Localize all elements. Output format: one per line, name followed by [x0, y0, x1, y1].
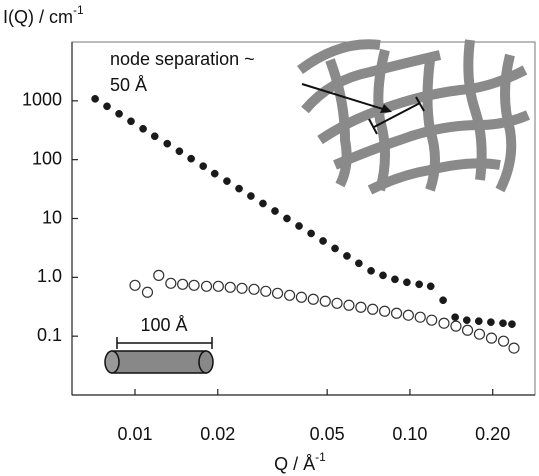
y-axis-label: I(Q) / cm-1 — [3, 3, 84, 27]
x-axis-label-sup: -1 — [315, 450, 326, 464]
x-tick-label: 0.20 — [475, 424, 510, 444]
open-point — [461, 324, 474, 336]
filled-point — [343, 252, 351, 260]
open-point — [212, 280, 224, 292]
filled-point — [439, 296, 447, 305]
open-point — [485, 332, 498, 344]
y-tick-label: 1.0 — [37, 266, 62, 286]
filled-point — [210, 169, 219, 178]
open-point — [153, 269, 165, 281]
filled-point — [139, 124, 147, 133]
open-point — [200, 280, 213, 292]
annotation: node separation ~ — [110, 49, 255, 69]
filled-point — [451, 313, 459, 322]
open-point — [508, 342, 520, 354]
open-point — [367, 303, 379, 315]
open-point — [141, 286, 154, 298]
y-axis-label-text: I(Q) / cm — [3, 7, 73, 27]
filled-point — [127, 117, 135, 126]
x-axis-label-text: Q / Å — [274, 454, 315, 474]
y-tick-label: 10 — [42, 207, 62, 227]
x-axis-label: Q / Å-1 — [274, 450, 326, 474]
y-tick-label: 1000 — [22, 90, 62, 110]
x-tick-label: 0.05 — [310, 424, 345, 444]
filled-point — [426, 282, 435, 291]
open-point — [402, 309, 414, 321]
filled-point — [187, 154, 195, 163]
filled-point — [91, 94, 99, 103]
filled-point — [199, 162, 208, 170]
open-point — [390, 307, 403, 319]
filled-point — [508, 320, 516, 329]
open-point — [295, 291, 308, 303]
plot-frame — [71, 41, 536, 396]
open-point — [236, 282, 248, 294]
open-point — [379, 305, 391, 317]
filled-point — [271, 207, 279, 215]
y-tick-label: 100 — [32, 148, 62, 168]
filled-point — [283, 214, 291, 223]
open-point — [414, 311, 426, 323]
open-point — [355, 301, 367, 313]
open-point — [248, 283, 260, 295]
x-tick-label: 0.02 — [200, 424, 235, 444]
filled-point — [103, 102, 111, 111]
filled-point — [474, 317, 483, 325]
filled-point — [462, 316, 471, 325]
x-tick-label: 0.01 — [117, 424, 152, 444]
open-point — [271, 287, 284, 299]
filled-point — [319, 237, 327, 245]
filled-point — [150, 132, 159, 141]
open-point — [165, 277, 177, 289]
filled-point — [331, 244, 339, 253]
open-point — [224, 281, 236, 293]
filled-point — [403, 278, 411, 287]
annotation: 50 Å — [110, 75, 147, 95]
open-point — [473, 328, 486, 340]
filled-point — [295, 222, 303, 230]
open-point — [497, 335, 510, 347]
open-point — [129, 279, 141, 291]
x-tick-label: 0.10 — [392, 424, 427, 444]
open-point — [284, 289, 296, 301]
cylinder-inset — [104, 337, 214, 374]
filled-point — [367, 266, 375, 275]
open-point — [343, 299, 355, 311]
filled-point — [175, 147, 184, 156]
filled-point — [307, 229, 315, 238]
filled-point — [163, 139, 172, 148]
open-point — [331, 297, 343, 309]
filled-point — [391, 275, 399, 284]
open-point — [438, 317, 450, 329]
open-point — [188, 279, 200, 291]
open-point — [260, 285, 272, 297]
y-tick-label: 0.1 — [37, 325, 62, 345]
annotation: 100 Å — [140, 315, 187, 335]
open-point — [426, 314, 438, 326]
filled-point — [223, 177, 231, 185]
open-point — [319, 295, 331, 307]
filled-point — [499, 319, 507, 328]
filled-point — [379, 271, 387, 280]
annotation-arrows — [301, 83, 425, 135]
open-point — [177, 278, 189, 290]
filled-point — [115, 109, 123, 118]
filled-point — [487, 318, 495, 327]
filled-point — [247, 192, 255, 200]
network-inset — [297, 39, 530, 195]
filled-point — [355, 259, 363, 268]
filled-point — [415, 280, 423, 289]
filled-point — [259, 199, 267, 208]
open-point — [307, 293, 319, 305]
y-axis-label-sup: -1 — [73, 3, 84, 17]
filled-point — [235, 184, 243, 193]
open-point — [450, 320, 462, 332]
